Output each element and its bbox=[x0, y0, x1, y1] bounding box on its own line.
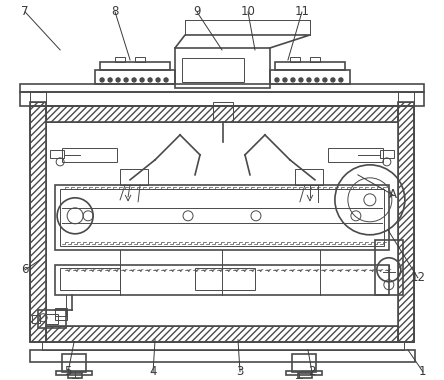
Bar bbox=[375, 240, 403, 295]
Circle shape bbox=[156, 78, 160, 82]
Bar bbox=[38, 310, 66, 328]
Circle shape bbox=[100, 78, 104, 82]
Bar bbox=[328, 148, 383, 162]
Bar bbox=[120, 169, 148, 185]
Bar bbox=[290, 57, 300, 62]
Circle shape bbox=[132, 78, 136, 82]
Bar bbox=[115, 57, 125, 62]
Bar bbox=[46, 106, 398, 122]
Text: 2: 2 bbox=[308, 365, 316, 378]
Bar bbox=[310, 57, 320, 62]
Circle shape bbox=[331, 78, 335, 82]
Bar bbox=[55, 185, 389, 250]
Bar bbox=[298, 373, 312, 378]
Bar bbox=[62, 354, 86, 372]
Circle shape bbox=[307, 78, 311, 82]
Bar bbox=[32, 315, 40, 323]
Bar bbox=[56, 370, 92, 375]
Circle shape bbox=[323, 78, 327, 82]
Bar bbox=[175, 48, 270, 88]
Bar bbox=[380, 150, 394, 158]
Circle shape bbox=[275, 78, 279, 82]
Text: 3: 3 bbox=[236, 365, 244, 378]
Bar bbox=[30, 350, 415, 362]
Bar bbox=[55, 265, 389, 295]
Bar bbox=[100, 62, 170, 70]
Bar bbox=[195, 268, 255, 290]
Circle shape bbox=[339, 78, 343, 82]
Text: 12: 12 bbox=[410, 271, 425, 284]
Circle shape bbox=[315, 78, 319, 82]
Circle shape bbox=[164, 78, 168, 82]
Text: 9: 9 bbox=[193, 5, 201, 19]
Circle shape bbox=[283, 78, 287, 82]
Text: 10: 10 bbox=[241, 5, 255, 19]
Circle shape bbox=[140, 78, 144, 82]
Bar bbox=[30, 102, 46, 342]
Bar bbox=[292, 354, 316, 372]
Bar bbox=[95, 70, 175, 84]
Bar bbox=[50, 150, 64, 158]
Bar bbox=[135, 57, 145, 62]
Bar bbox=[68, 373, 82, 378]
Bar bbox=[30, 92, 46, 106]
Bar bbox=[30, 102, 46, 342]
Bar bbox=[46, 326, 398, 342]
Bar bbox=[295, 169, 323, 185]
Bar bbox=[62, 148, 117, 162]
Bar bbox=[286, 370, 322, 375]
Bar bbox=[46, 106, 398, 122]
Bar bbox=[398, 102, 414, 342]
Bar bbox=[42, 342, 404, 350]
Bar bbox=[398, 102, 414, 342]
Text: 1: 1 bbox=[419, 365, 427, 378]
Text: 4: 4 bbox=[149, 365, 157, 378]
Text: 6: 6 bbox=[21, 263, 29, 276]
Text: 7: 7 bbox=[21, 5, 29, 19]
Text: 5: 5 bbox=[64, 365, 72, 378]
Bar bbox=[182, 58, 244, 82]
Bar bbox=[60, 189, 384, 246]
Text: A: A bbox=[389, 188, 397, 201]
Circle shape bbox=[124, 78, 128, 82]
Bar bbox=[46, 326, 398, 342]
Bar bbox=[60, 268, 120, 290]
Bar bbox=[275, 62, 345, 70]
Bar bbox=[20, 84, 424, 92]
Bar bbox=[213, 102, 233, 122]
Circle shape bbox=[148, 78, 152, 82]
Text: 8: 8 bbox=[111, 5, 119, 19]
Bar bbox=[398, 92, 414, 106]
Bar bbox=[270, 70, 350, 84]
Circle shape bbox=[291, 78, 295, 82]
Circle shape bbox=[299, 78, 303, 82]
Bar bbox=[46, 314, 58, 324]
Bar bbox=[20, 92, 424, 106]
Circle shape bbox=[116, 78, 120, 82]
Bar bbox=[55, 308, 67, 320]
Bar bbox=[30, 106, 414, 342]
Text: 11: 11 bbox=[294, 5, 309, 19]
Circle shape bbox=[108, 78, 112, 82]
